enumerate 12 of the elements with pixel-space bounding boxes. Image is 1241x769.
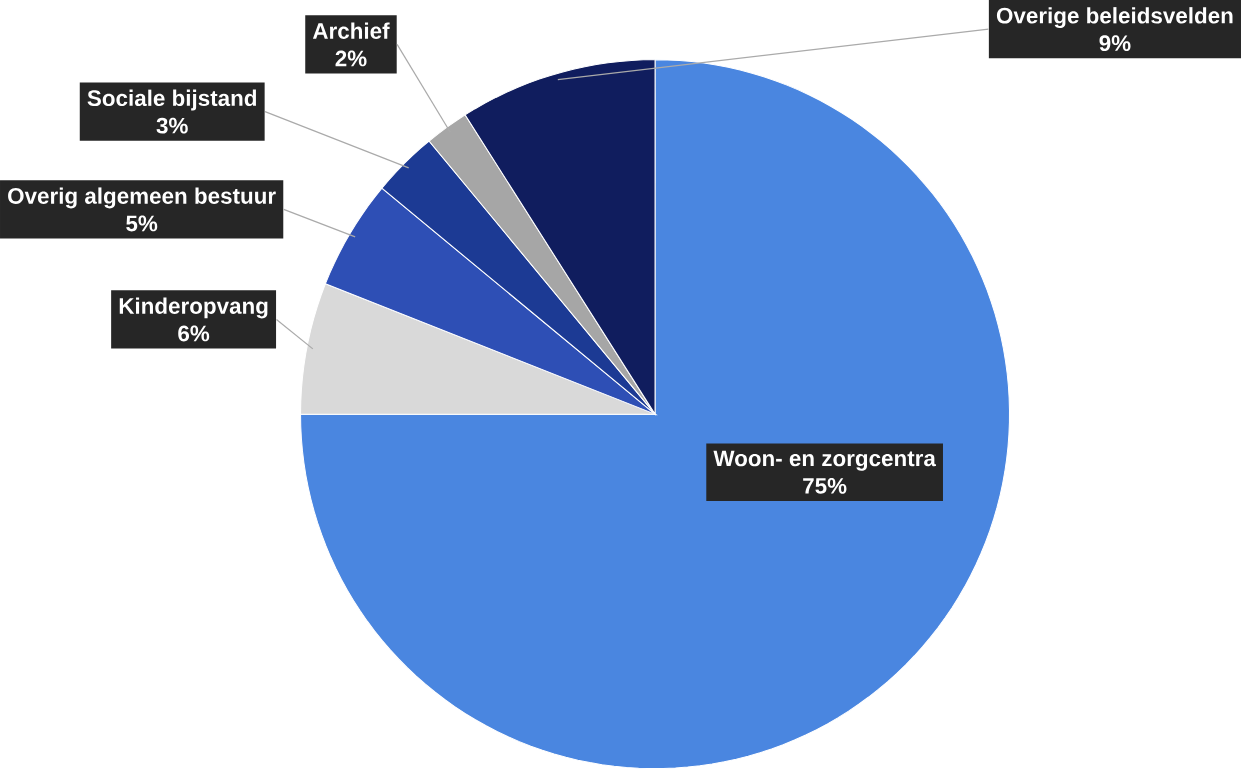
slice-label: Woon- en zorgcentra (713, 450, 936, 471)
slice-label: Sociale bijstand (87, 89, 257, 111)
data-label: 5% (126, 215, 158, 232)
data-label: 3% (156, 117, 188, 134)
slice-label: Archief (312, 22, 390, 39)
data-label: 9% (1099, 35, 1131, 52)
data-label: 6% (178, 325, 210, 342)
slice-label: Kinderopvang (119, 297, 268, 319)
data-label: 75% (803, 477, 847, 494)
slice-label: Overige beleidsvelden (996, 7, 1233, 29)
slice-label: Overig algemeen bestuur (8, 187, 276, 209)
data-label: 2% (335, 50, 367, 67)
